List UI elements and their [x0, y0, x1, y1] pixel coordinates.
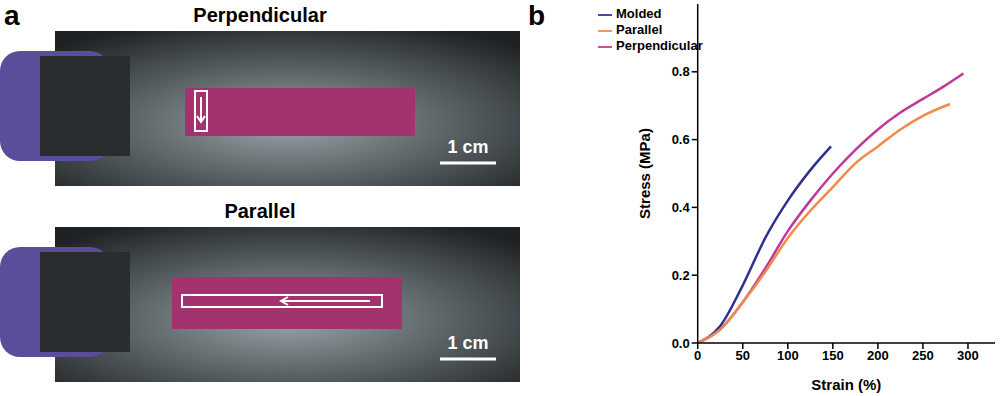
html-text:b: b — [528, 0, 546, 31]
html-text:Parallel: Parallel — [616, 22, 663, 37]
svg-text:0.2: 0.2 — [672, 268, 690, 283]
svg-text:0.8: 0.8 — [672, 64, 690, 79]
html-text:a: a — [4, 0, 20, 31]
svg-text:Strain (%): Strain (%) — [811, 376, 881, 393]
svg-text:0.0: 0.0 — [672, 336, 690, 351]
svg-text:0: 0 — [694, 348, 701, 363]
html-text:Perpendicular: Perpendicular — [193, 4, 327, 26]
svg-text:1 cm: 1 cm — [447, 333, 488, 353]
svg-text:1 cm: 1 cm — [447, 137, 488, 157]
svg-text:100: 100 — [777, 348, 799, 363]
svg-text:300: 300 — [957, 348, 979, 363]
svg-text:250: 250 — [912, 348, 934, 363]
svg-text:200: 200 — [867, 348, 889, 363]
html-text:Perpendicular: Perpendicular — [616, 38, 703, 53]
html-text:Molded: Molded — [616, 6, 662, 21]
svg-text:50: 50 — [736, 348, 750, 363]
svg-text:Stress (MPa): Stress (MPa) — [636, 128, 653, 219]
svg-text:0.4: 0.4 — [672, 200, 691, 215]
svg-text:150: 150 — [822, 348, 844, 363]
html-text:Parallel: Parallel — [224, 200, 296, 222]
svg-text:0.6: 0.6 — [672, 132, 690, 147]
